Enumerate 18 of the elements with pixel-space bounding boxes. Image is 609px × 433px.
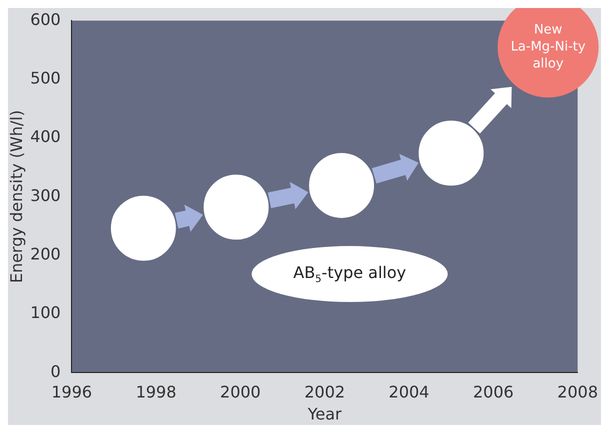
x-tick-label: 1996 (51, 382, 92, 402)
y-tick-label: 500 (30, 68, 61, 88)
x-tick-label: 1998 (136, 382, 176, 402)
annotation: AB$_{5}$-type alloy (293, 263, 406, 286)
y-tick-label: 300 (30, 186, 61, 205)
y-tick-label: 200 (30, 244, 61, 264)
x-axis-title: Year (306, 404, 342, 424)
y-tick-label: 400 (30, 127, 61, 146)
x-tick-label: 2002 (304, 382, 346, 402)
annotation: New La-Mg-Ni-ty alloy (510, 22, 586, 72)
y-axis-title: Energy density (Wh/l) (6, 110, 26, 284)
x-tick-label: 2006 (472, 382, 514, 402)
x-tick-label: 2004 (388, 382, 430, 402)
y-tick-label: 0 (50, 362, 61, 381)
x-tick-label: 2008 (557, 382, 598, 402)
x-tick-label: 2000 (220, 382, 261, 402)
y-tick-label: 100 (30, 303, 61, 322)
y-tick-label: 600 (30, 10, 61, 29)
